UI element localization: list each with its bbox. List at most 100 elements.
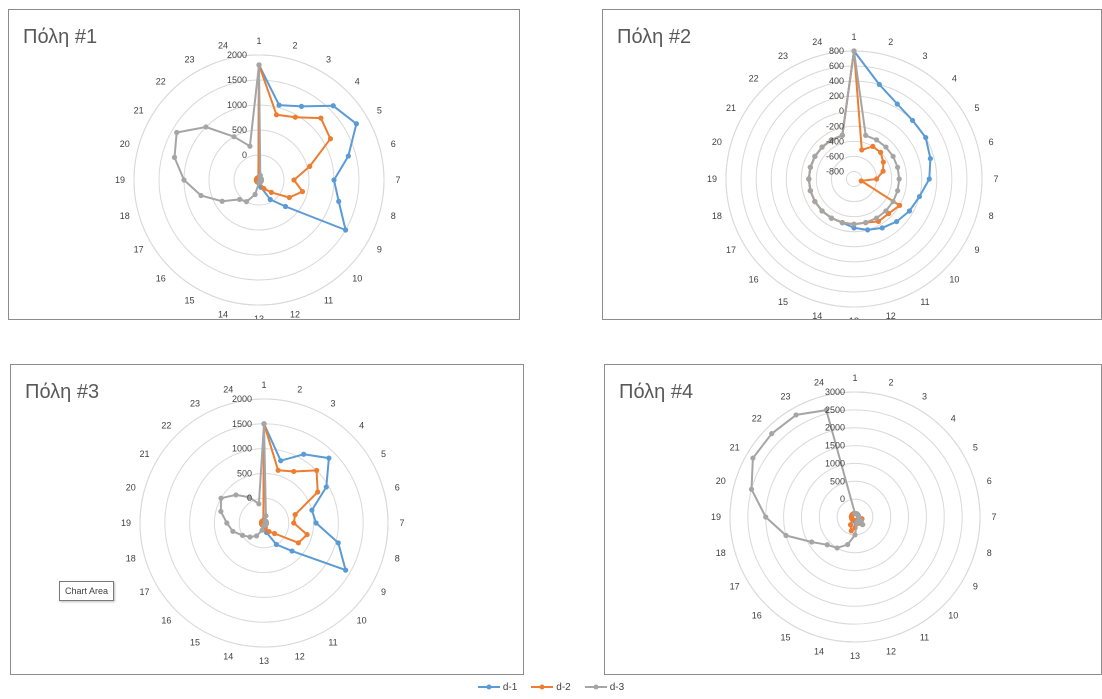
category-label: 3 bbox=[922, 392, 927, 402]
category-label: 19 bbox=[707, 174, 717, 184]
data-point-d-3 bbox=[819, 208, 825, 214]
data-point-d-2 bbox=[315, 489, 321, 495]
category-label: 16 bbox=[161, 616, 171, 626]
category-label: 17 bbox=[139, 587, 149, 597]
category-label: 1 bbox=[256, 36, 261, 46]
data-point-d-3 bbox=[883, 144, 889, 150]
category-label: 8 bbox=[987, 548, 992, 558]
data-point-d-3 bbox=[896, 176, 902, 182]
data-point-d-3 bbox=[256, 501, 262, 507]
data-point-d-3 bbox=[819, 144, 825, 150]
legend-item-d-2[interactable]: d-2 bbox=[531, 682, 571, 693]
category-label: 21 bbox=[139, 449, 149, 459]
data-point-d-1 bbox=[353, 121, 360, 127]
category-label: 20 bbox=[126, 482, 136, 492]
category-label: 21 bbox=[134, 106, 144, 116]
data-point-d-2 bbox=[291, 468, 297, 475]
category-label: 8 bbox=[395, 554, 400, 564]
chart-panel-1[interactable]: Πόλη #1 1 2 3 4 5 6 7 8 9 10 11 12 13 14 15 16 17 18 19 20 2… bbox=[8, 9, 520, 320]
category-label: 24 bbox=[814, 378, 824, 388]
category-label: 16 bbox=[752, 610, 762, 620]
category-label: 10 bbox=[357, 616, 367, 626]
data-point-d-2 bbox=[304, 531, 310, 538]
chart-panel-4[interactable]: Πόλη #4 1 2 3 4 5 6 7 8 9 10 11 12 13 14 15 16 17 18 19 20 2… bbox=[604, 364, 1102, 675]
axis-tick-label: 0 bbox=[247, 493, 252, 503]
data-point-d-2 bbox=[291, 177, 297, 183]
data-point-d-2 bbox=[897, 202, 903, 208]
data-point-d-3 bbox=[839, 132, 845, 138]
data-point-d-2 bbox=[318, 115, 324, 121]
grid-ring bbox=[725, 50, 983, 308]
data-point-d-3 bbox=[224, 520, 230, 526]
category-label: 23 bbox=[184, 55, 194, 65]
category-label: 23 bbox=[780, 392, 790, 402]
data-point-d-3 bbox=[852, 532, 858, 538]
data-point-d-3 bbox=[763, 514, 769, 520]
grid-ring bbox=[800, 462, 910, 572]
data-point-d-3 bbox=[895, 164, 901, 170]
data-point-d-2 bbox=[261, 186, 267, 192]
category-label: 24 bbox=[812, 37, 822, 47]
data-point-d-1 bbox=[313, 520, 319, 526]
category-label: 2 bbox=[888, 378, 893, 388]
data-point-d-1 bbox=[906, 208, 913, 214]
data-point-d-3 bbox=[890, 198, 896, 205]
category-label: 15 bbox=[190, 638, 200, 648]
data-point-d-2 bbox=[858, 178, 864, 184]
axis-tick-label: 1000 bbox=[232, 444, 252, 454]
category-label: 15 bbox=[778, 297, 788, 307]
data-point-d-2 bbox=[292, 512, 298, 518]
category-label: 23 bbox=[190, 398, 200, 408]
legend-item-d-3[interactable]: d-3 bbox=[584, 682, 624, 693]
category-label: 19 bbox=[711, 512, 721, 522]
category-label: 9 bbox=[973, 582, 978, 592]
category-label: 6 bbox=[989, 137, 994, 147]
data-point-d-2 bbox=[299, 189, 306, 195]
axis-tick-label: 0 bbox=[840, 494, 845, 504]
grid-ring-outer bbox=[729, 391, 981, 643]
axis-tick-label: -600 bbox=[826, 151, 844, 161]
category-label: 5 bbox=[974, 103, 979, 113]
data-point-d-3 bbox=[895, 188, 901, 194]
data-point-d-1 bbox=[893, 218, 900, 225]
data-point-d-2 bbox=[286, 194, 292, 201]
data-point-d-1 bbox=[909, 117, 916, 124]
chart-title: Πόλη #1 bbox=[23, 26, 98, 48]
data-point-d-3 bbox=[845, 541, 851, 548]
chart-panel-2[interactable]: Πόλη #2 12345678910111213141516171819202… bbox=[602, 9, 1102, 320]
category-label: 2 bbox=[297, 385, 302, 395]
category-label: 7 bbox=[993, 174, 998, 184]
category-label: 10 bbox=[949, 274, 959, 284]
chart-panel-3[interactable]: Πόλη #3 1 2 3 4 5 6 7 8 9 10 11 12 13 14 15 16 17 18 19 20 2… bbox=[10, 364, 524, 675]
data-point-d-1 bbox=[345, 153, 351, 159]
axis-tick-label: 200 bbox=[829, 91, 844, 101]
data-point-d-1 bbox=[298, 103, 305, 109]
category-label: 22 bbox=[752, 414, 762, 424]
category-label: 13 bbox=[254, 314, 264, 319]
data-point-d-3 bbox=[256, 179, 262, 186]
axis-tick-label: 1000 bbox=[825, 458, 845, 468]
legend-item-d-1[interactable]: d-1 bbox=[477, 682, 517, 693]
grid-ring bbox=[770, 95, 938, 263]
grid-ring bbox=[783, 445, 927, 589]
category-label: 8 bbox=[989, 211, 994, 221]
axis-tick-label: 500 bbox=[830, 476, 845, 486]
category-label: 12 bbox=[886, 311, 896, 319]
data-point-d-2 bbox=[847, 522, 854, 528]
category-label: 10 bbox=[352, 273, 362, 283]
category-label: 11 bbox=[324, 295, 333, 305]
category-label: 22 bbox=[161, 420, 171, 430]
data-point-d-3 bbox=[812, 153, 818, 160]
axis-tick-label: 1500 bbox=[825, 441, 845, 451]
data-point-d-2 bbox=[266, 528, 272, 535]
data-point-d-1 bbox=[876, 81, 882, 88]
data-point-d-2 bbox=[271, 530, 278, 537]
data-point-d-3 bbox=[873, 215, 880, 221]
data-point-d-2 bbox=[275, 467, 281, 473]
data-point-d-2 bbox=[314, 467, 320, 473]
category-label: 17 bbox=[730, 582, 740, 592]
grid-ring-outer bbox=[133, 54, 385, 306]
category-label: 9 bbox=[974, 245, 979, 255]
axis-tick-label: -800 bbox=[826, 166, 844, 176]
axis-tick-label: 800 bbox=[829, 46, 844, 56]
